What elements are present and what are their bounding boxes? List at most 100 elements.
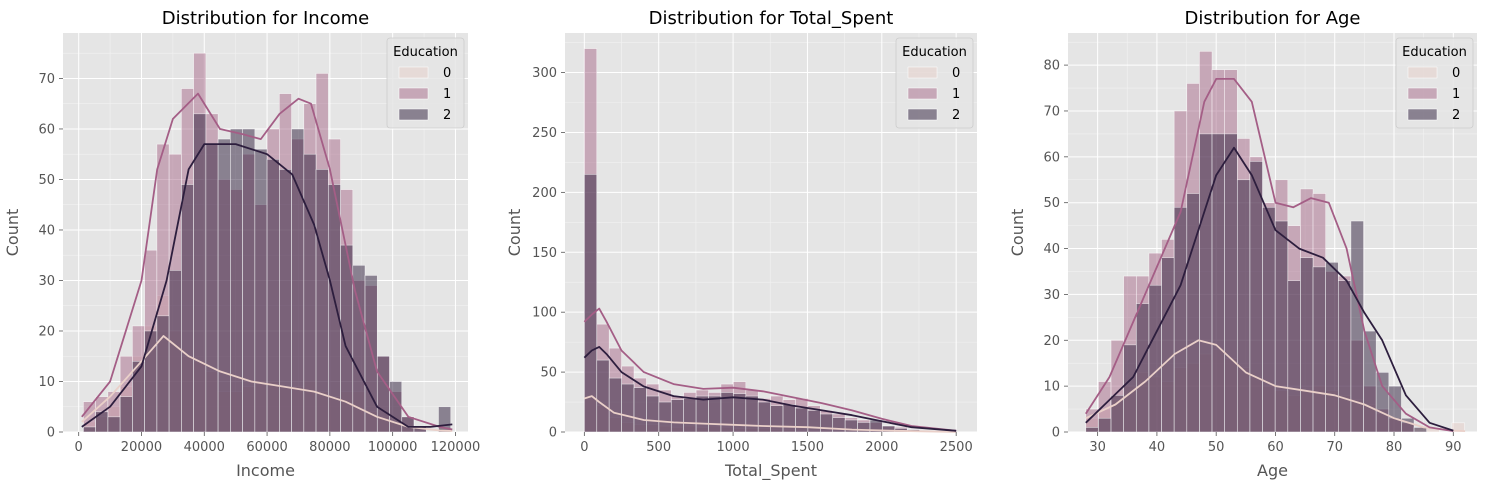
legend-label-2: 2 [443,108,451,123]
y-tick-label: 100 [532,306,557,321]
bar-series-2 [1325,262,1339,433]
bar-series-2 [1388,385,1402,433]
bar-series-2 [327,184,341,433]
chart-title: Distribution for Income [162,8,369,29]
bar-series-2 [670,399,684,433]
legend-box [895,37,974,129]
bar-series-2 [782,404,796,433]
kde-line-2 [1085,146,1454,432]
x-tick-label: 120000 [431,440,481,455]
bar-series-2 [1186,193,1200,433]
bar-series-2 [230,128,243,433]
legend-label-0: 0 [1452,66,1460,81]
legend-label-2: 2 [1452,108,1460,123]
bar-series-2 [1337,280,1352,433]
legend-box [1395,37,1474,129]
x-axis-label: Total_Spent [724,461,817,481]
y-tick-label: 150 [532,246,557,261]
bar-series-2 [596,359,610,433]
y-axis-label: Count [1008,209,1027,257]
chart-panel-1: 0 20000 40000 60000 80000 100000 1200000102030… [3,8,480,480]
bar-series-2 [695,395,709,433]
y-tick-label: 30 [1043,288,1060,303]
y-tick-label: 250 [532,126,557,141]
legend-title: Education [902,45,967,60]
x-tick-label: 60000 [246,440,287,455]
y-tick-label: 0 [1052,426,1060,441]
bar-series-2 [364,275,378,433]
bar-series-2 [584,174,598,433]
y-tick-label: 70 [38,72,55,87]
bar-series-2 [646,395,660,433]
y-tick-label: 50 [1043,196,1060,211]
bar-series-2 [1287,280,1301,433]
bar-series-2 [107,416,121,433]
bar-series-2 [1236,179,1251,433]
bar-series-2 [1262,206,1276,433]
bar-series-2 [608,377,622,433]
legend: Education 0 1 2 [895,37,974,129]
bar-series-2 [168,270,182,433]
y-tick-label: 80 [1043,59,1060,74]
bar-series-2 [757,401,771,433]
y-axis-label: Count [505,209,524,257]
legend-label-1: 1 [952,87,960,102]
bar-series-2 [156,315,170,433]
legend: Education 0 1 2 [1395,37,1474,129]
kde-line-1 [583,307,957,432]
chart-title: Distribution for Total_Spent [649,8,894,29]
y-tick-label: 20 [1043,334,1060,349]
bar-series-2 [621,383,635,433]
bar-series-2 [1199,133,1213,433]
bar-series-2 [1110,395,1124,433]
x-tick-label: 50 [1208,440,1225,455]
bar-series-2 [1224,133,1238,433]
x-tick-label: 0 [75,440,83,455]
bar-series-2 [193,113,207,433]
legend-swatch-2 [398,108,429,121]
kde-line-1 [1085,78,1454,432]
bar-series-2 [1161,257,1175,433]
x-tick-label: 20000 [121,440,162,455]
x-tick-label: 80 [1386,440,1403,455]
y-tick-label: 10 [38,375,55,390]
y-tick-label: 60 [38,122,55,137]
bar-series-2 [633,387,647,433]
bar-series-2 [181,184,194,433]
bar-series-2 [254,148,268,433]
y-tick-label: 10 [1043,380,1060,395]
y-tick-label: 200 [532,186,557,201]
bar-series-2 [279,169,292,433]
x-tick-label: 2500 [940,440,973,455]
bar-series-2 [132,360,145,433]
x-tick-label: 500 [646,440,671,455]
x-tick-label: 100000 [368,440,418,455]
bar-series-2 [1085,427,1099,433]
legend-swatch-0 [398,66,429,79]
bar-series-2 [1211,133,1225,433]
x-tick-label: 90 [1445,440,1462,455]
kde-line-2 [583,346,957,432]
bar-series-0 [1451,422,1465,433]
chart-panel-2: 0 500 1000 1500 2000 2500 0 50 100 150 200 250 300 Di… [505,8,977,481]
bar-series-2 [1123,344,1137,433]
legend-swatch-2 [907,108,938,121]
x-tick-label: 30 [1089,440,1106,455]
bar-series-2 [658,401,672,433]
legend-swatch-1 [907,87,938,100]
bar-series-2 [217,138,231,433]
chart-title: Distribution for Age [1184,8,1360,29]
legend-label-1: 1 [1452,87,1460,102]
bar-series-2 [733,393,747,433]
y-tick-label: 50 [38,173,55,188]
bar-series-2 [205,143,219,433]
x-tick-label: 80000 [309,440,350,455]
bar-series-2 [291,128,305,433]
bar-series-2 [1312,266,1326,433]
bar-series-2 [708,395,722,433]
bar-series-2 [266,158,280,433]
y-tick-label: 60 [1043,150,1060,165]
x-tick-label: 70 [1326,440,1343,455]
chart-panel-3: 30 40 50 60 70 80 9001020304050607080Distribut… [1008,8,1477,480]
kde-line-1 [81,92,453,431]
